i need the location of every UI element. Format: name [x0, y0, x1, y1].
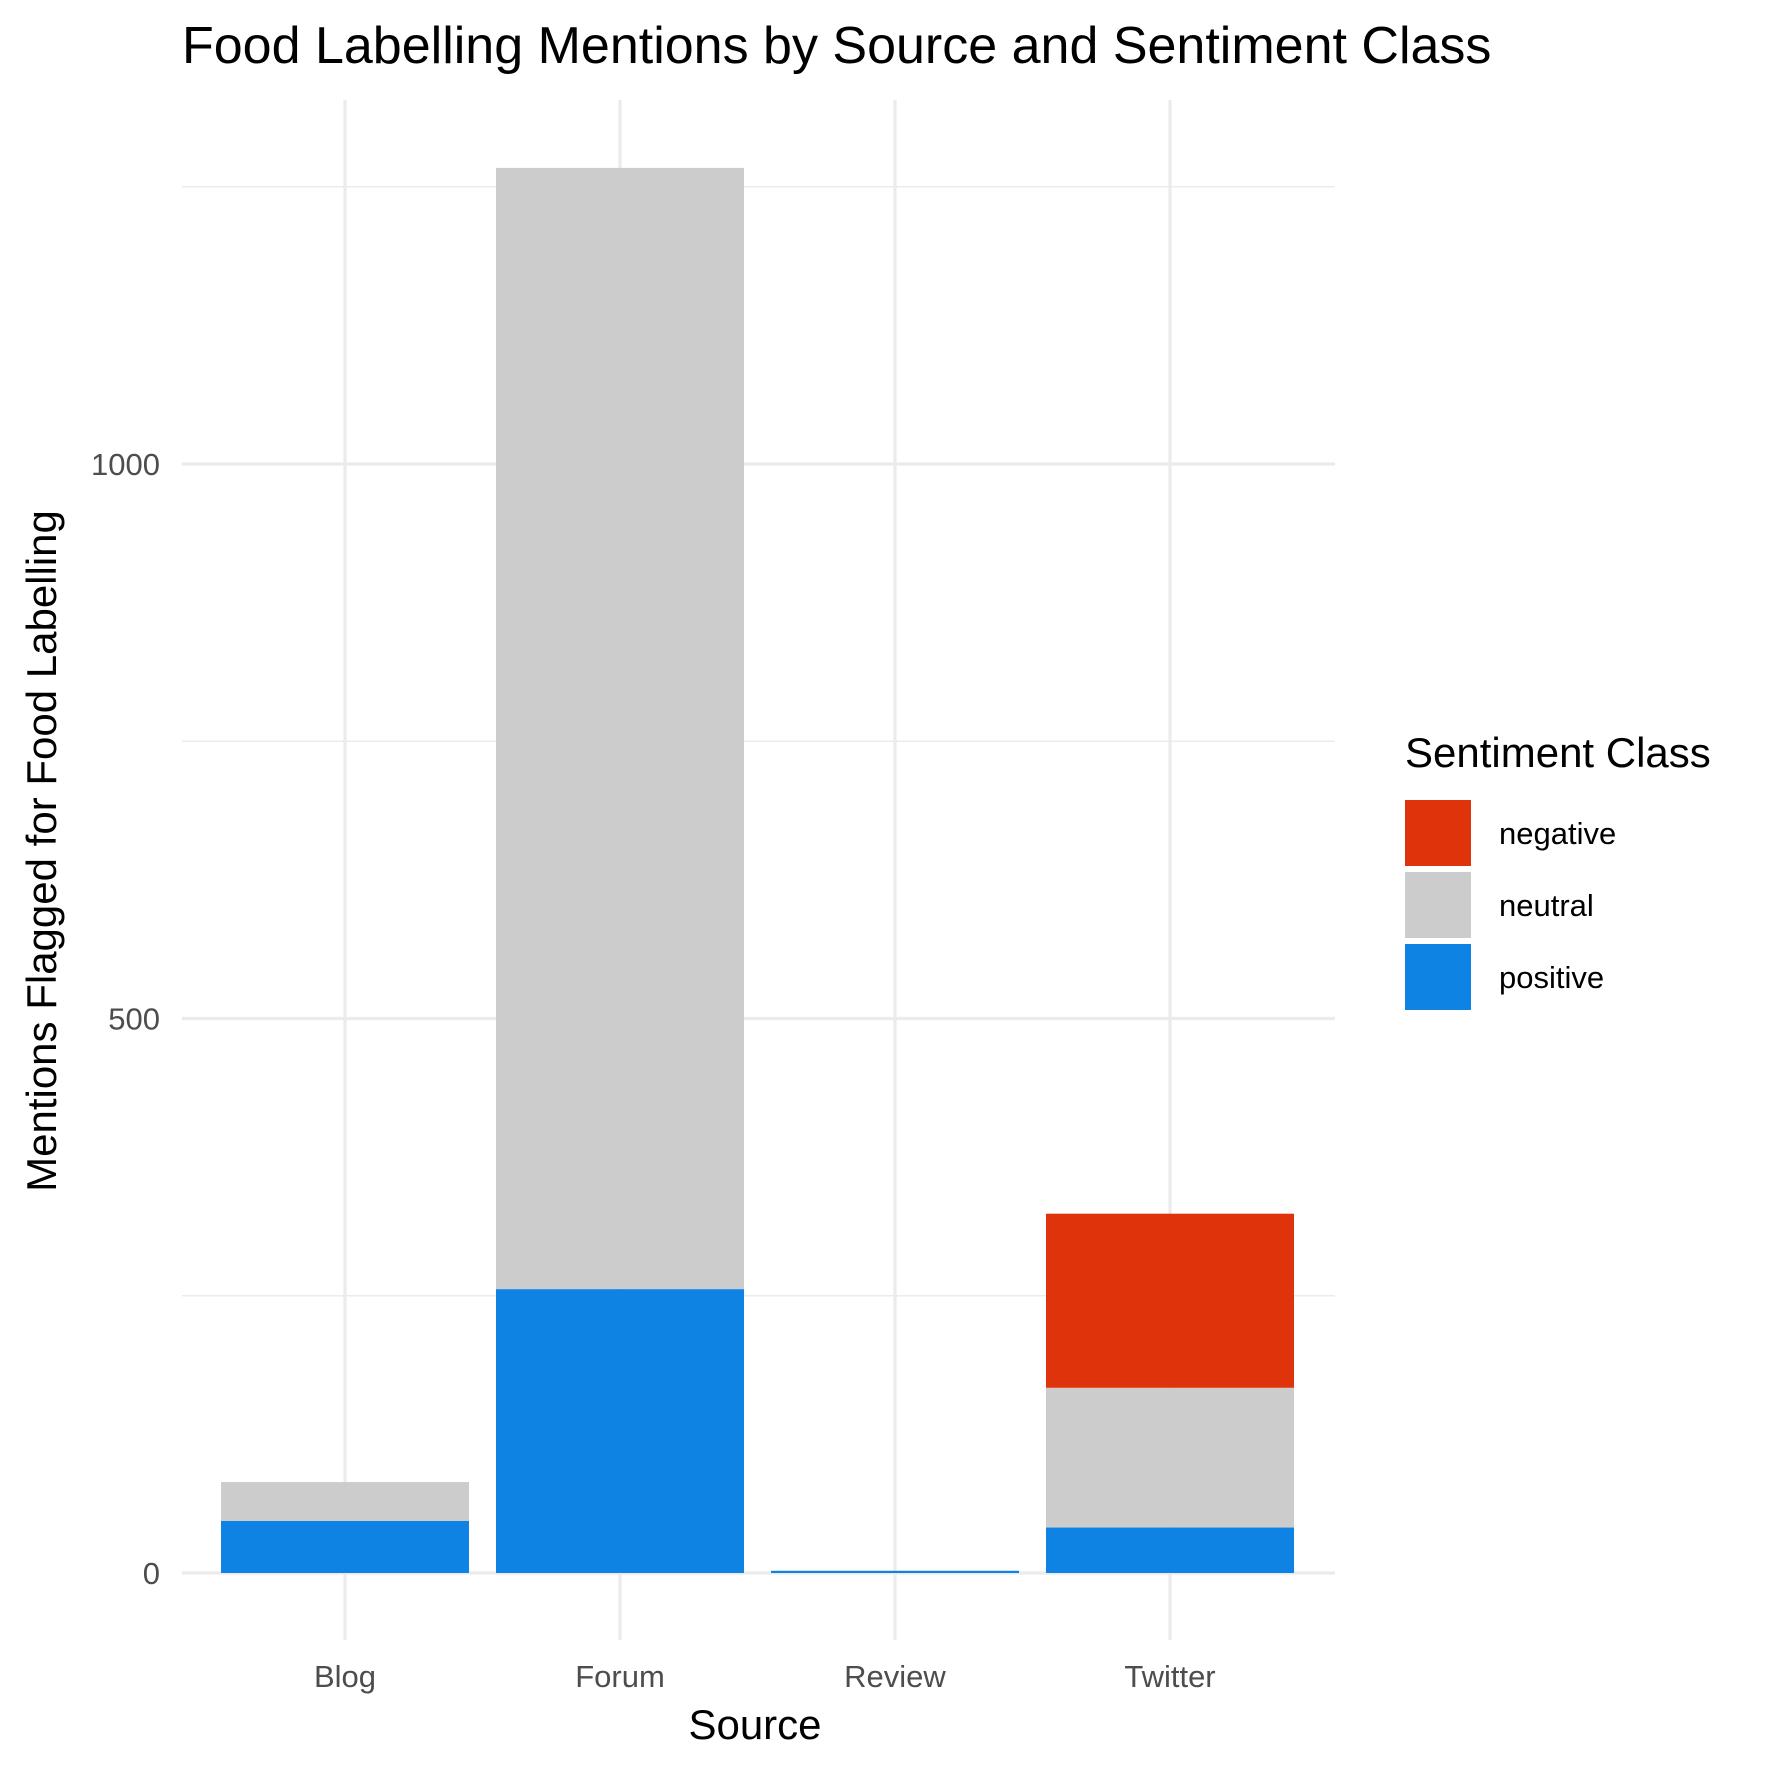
x-tick-label: Blog	[314, 1659, 376, 1694]
bars	[221, 167, 1294, 1573]
bar-forum-positive	[496, 1289, 744, 1573]
x-tick-label: Review	[844, 1659, 946, 1694]
bar-twitter-negative	[1046, 1213, 1294, 1388]
bar-blog-neutral	[221, 1482, 469, 1521]
y-tick-label: 0	[143, 1556, 160, 1591]
legend-label-positive: positive	[1499, 960, 1604, 995]
chart-title: Food Labelling Mentions by Source and Se…	[182, 17, 1491, 75]
x-tick-label: Forum	[575, 1659, 665, 1694]
legend-title: Sentiment Class	[1405, 729, 1711, 776]
bar-twitter-positive	[1046, 1527, 1294, 1573]
legend-label-negative: negative	[1499, 816, 1616, 851]
x-axis-ticks: Blog Forum Review Twitter	[314, 1659, 1216, 1694]
legend-key-positive	[1405, 944, 1471, 1010]
legend: Sentiment Class negative neutral positive	[1405, 729, 1711, 1010]
legend-key-negative	[1405, 800, 1471, 866]
y-axis-ticks: 0 500 1000	[91, 447, 160, 1591]
y-axis-title: Mentions Flagged for Food Labelling	[18, 510, 65, 1192]
x-tick-label: Twitter	[1124, 1659, 1215, 1694]
y-tick-label: 1000	[91, 447, 160, 482]
bar-blog-positive	[221, 1520, 469, 1573]
legend-key-neutral	[1405, 872, 1471, 938]
bar-twitter-neutral	[1046, 1387, 1294, 1528]
bar-forum-neutral	[496, 167, 744, 1290]
y-tick-label: 500	[108, 1002, 160, 1037]
bar-review-positive	[771, 1570, 1019, 1573]
x-axis-title: Source	[688, 1701, 821, 1748]
legend-label-neutral: neutral	[1499, 888, 1594, 923]
